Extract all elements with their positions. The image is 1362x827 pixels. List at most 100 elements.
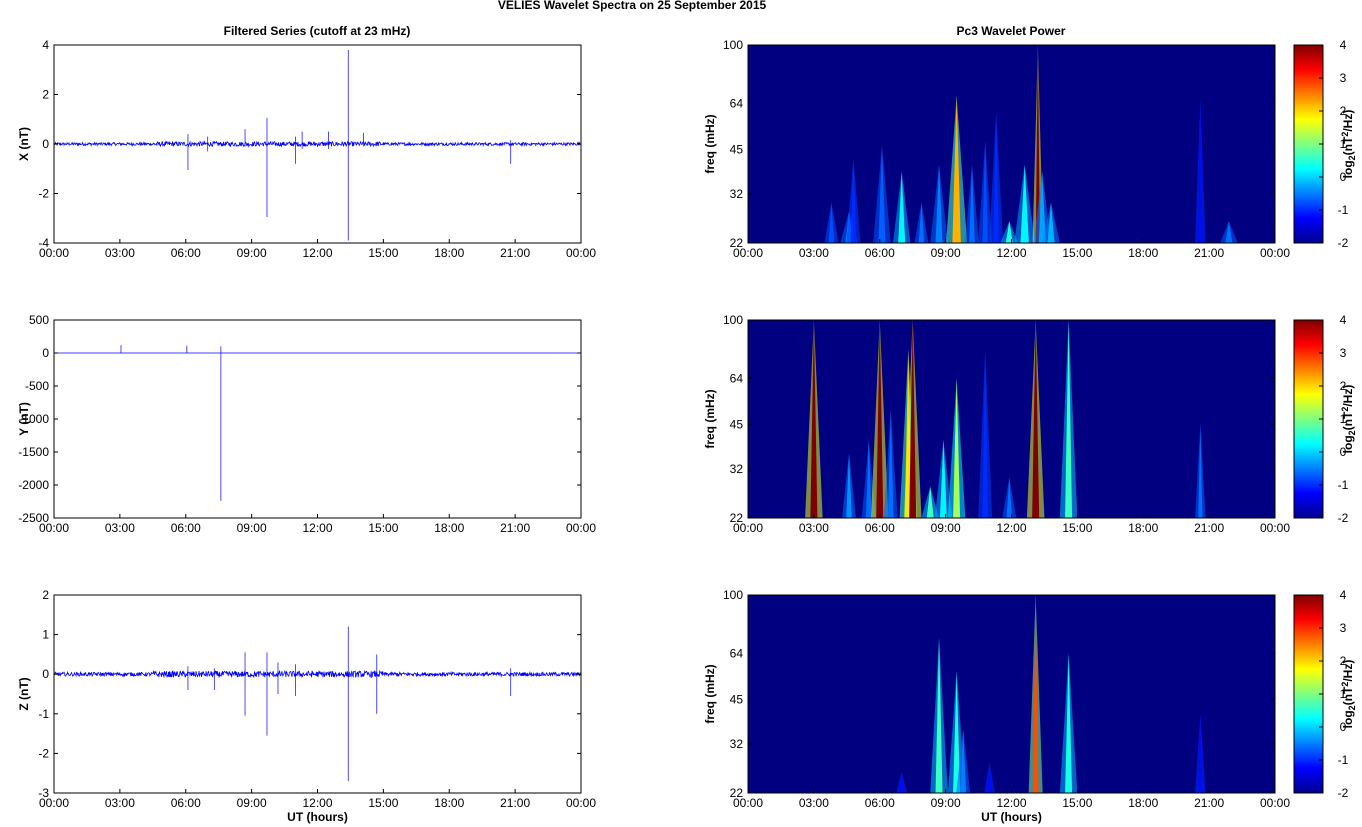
colorbar-tick-label: 3 [1340,621,1347,635]
x-tick-label: 15:00 [1062,796,1092,810]
power-streak [1038,171,1046,243]
y-tick-label: 32 [730,737,744,751]
power-streak [1065,320,1073,518]
colorbar-tick-label: -1 [1338,478,1349,492]
x-axis-label: UT (hours) [981,810,1042,824]
colorbar-tick-label: -2 [1338,786,1349,800]
power-streak [1198,424,1203,518]
x-tick-label: 03:00 [105,796,135,810]
colorbar-label-part: 2 [1347,155,1357,160]
colorbar-tick-label: 0 [1340,170,1347,184]
plot-background [54,595,581,793]
colorbar-tick-label: 0 [1340,445,1347,459]
power-streak [1225,221,1233,243]
x-tick-label: 00:00 [733,796,763,810]
x-tick-label: 09:00 [931,796,961,810]
x-tick-label: 12:00 [996,521,1026,535]
line-panel-z: -3 -2 -1 0 1 2 [38,588,582,800]
colorbar-label-part: log [1341,710,1355,728]
x-tick-label: 03:00 [105,246,135,260]
y-tick-label: 100 [723,313,743,327]
x-tick-label: 00:00 [39,796,69,810]
y-tick-label: -3 [38,786,49,800]
power-streak [1035,45,1040,243]
colorbar-label-part: log [1341,435,1355,453]
x-tick-label: 21:00 [500,521,530,535]
heatmap-panel-y_power: 22 32 45 64 100 [723,313,1276,525]
power-streak [887,410,894,518]
y-tick-label: 2 [42,588,49,602]
power-streak [935,164,943,243]
x-tick-label: 06:00 [865,521,895,535]
heatmap-background [748,45,1275,243]
x-tick-label: 12:00 [302,521,332,535]
power-streak [1047,202,1055,243]
y-tick-label: 45 [730,692,744,706]
y-tick-label: -2500 [18,511,49,525]
panels: -4 -2 0 2 4 00:00 03:00 06:00 09:00 12:00 15:00 18:… [17,38,1357,824]
x-tick-label: 06:00 [865,246,895,260]
power-streak [878,146,886,243]
x-tick-label: 06:00 [171,796,201,810]
y-tick-label: -4 [38,236,49,250]
colorbar-label-part: 2 [1340,682,1350,687]
x-tick-label: 00:00 [566,521,596,535]
colorbar-label-part: 2 [1347,430,1357,435]
power-streak [1006,477,1013,518]
power-streak [935,637,943,793]
x-tick-label: 15:00 [1062,521,1092,535]
x-tick-label: 00:00 [733,521,763,535]
x-tick-label: 12:00 [302,796,332,810]
colorbar-tick-label: 1 [1340,412,1347,426]
power-streak [899,771,904,793]
colorbar-label: log2(nT2/Hz) [1340,660,1357,729]
y-axis-label: Z (nT) [17,677,31,710]
y-tick-label: -500 [25,379,49,393]
power-streak [1198,99,1203,243]
y-tick-label: -2000 [18,478,49,492]
power-streak [850,158,857,243]
x-tick-label: 18:00 [434,246,464,260]
power-streak [1065,653,1073,793]
power-streak [1032,595,1039,793]
x-tick-label: 03:00 [799,521,829,535]
y-tick-label: 45 [730,142,744,156]
colorbar-tick-label: 3 [1340,346,1347,360]
x-tick-label: 09:00 [931,521,961,535]
y-tick-label: -2 [38,746,49,760]
x-axis-label: UT (hours) [287,810,348,824]
power-streak [909,320,917,518]
colorbar-tick-label: -2 [1338,511,1349,525]
power-streak [987,761,992,793]
x-tick-label: 09:00 [931,246,961,260]
x-tick-label: 00:00 [1260,246,1290,260]
power-streak [953,670,961,793]
colorbar-gradient [1293,44,1324,244]
colorbar-label-part: /Hz) [1341,110,1355,132]
power-streak [876,320,884,518]
y-tick-label: -1 [38,707,49,721]
power-streak [993,111,999,243]
x-tick-label: 21:00 [1194,246,1224,260]
x-tick-label: 12:00 [996,246,1026,260]
x-tick-label: 15:00 [368,796,398,810]
x-tick-label: 21:00 [500,796,530,810]
x-tick-label: 09:00 [237,796,267,810]
x-tick-label: 06:00 [171,246,201,260]
plot-background [54,320,581,518]
heatmap-panel-x_power: 22 32 45 64 100 [723,38,1276,250]
y-tick-label: 45 [730,417,744,431]
power-streak [960,728,967,793]
colorbar-tick-label: 4 [1340,38,1347,52]
y-tick-label: 32 [730,187,744,201]
colorbar-tick-label: -1 [1338,203,1349,217]
x-tick-label: 06:00 [865,796,895,810]
series-z-trace [53,669,582,679]
y-tick-label: 2 [42,88,49,102]
x-tick-label: 15:00 [1062,246,1092,260]
colorbar-tick-label: -2 [1338,236,1349,250]
x-tick-label: 21:00 [1194,521,1224,535]
y-tick-label: 0 [42,137,49,151]
line-panel-x: -4 -2 0 2 4 [38,38,582,250]
